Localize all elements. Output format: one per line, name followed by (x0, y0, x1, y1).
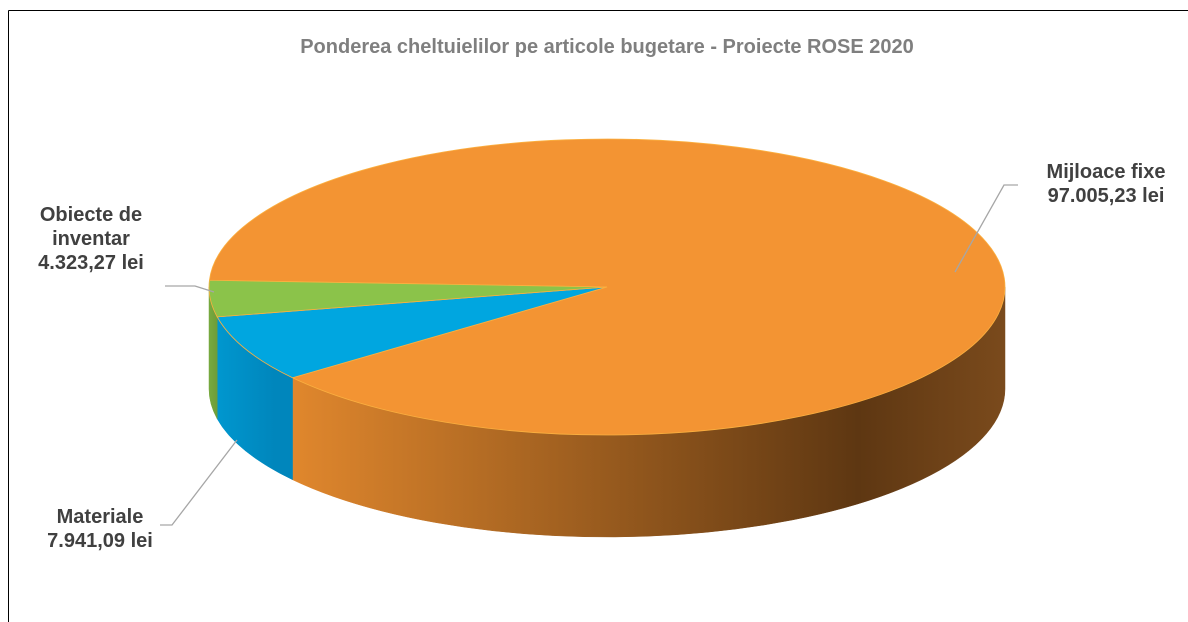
data-label: Mijloace fixe 97.005,23 lei (1006, 160, 1188, 208)
label-name: Obiecte de inventar (39, 204, 143, 250)
leader-line (954, 184, 1018, 273)
label-value: 4.323,27 lei (38, 252, 144, 274)
slice (208, 279, 608, 318)
chart-title: Ponderea cheltuielilor pe articole buget… (300, 36, 914, 58)
slice (208, 138, 1006, 436)
data-label: Obiecte de inventar 4.323,27 lei (15, 203, 167, 275)
label-name: Mijloace fixe (1046, 161, 1166, 183)
label-value: 7.941,09 lei (47, 530, 153, 552)
label-value: 97.005,23 lei (1047, 185, 1165, 207)
data-label: Materiale 7.941,09 lei (10, 505, 190, 553)
leader-line (165, 285, 215, 293)
pie (208, 138, 1006, 538)
leader-line (160, 439, 238, 526)
label-name: Materiale (56, 506, 144, 528)
